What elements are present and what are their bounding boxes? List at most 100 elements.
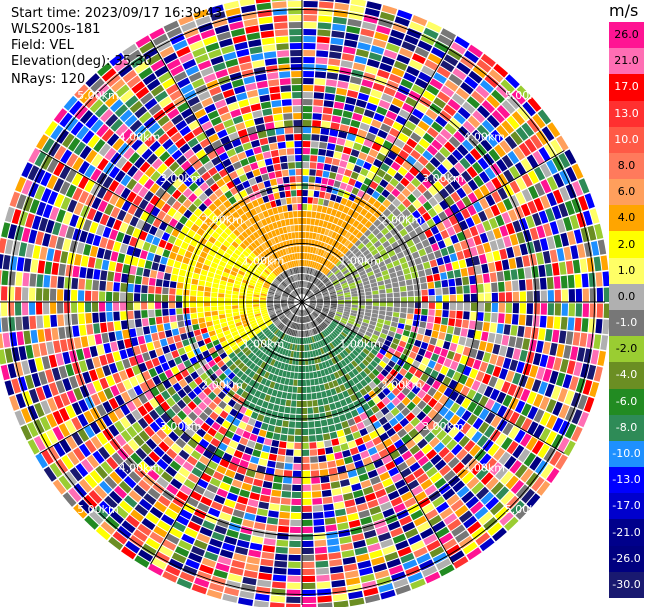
ppi-gate-cell xyxy=(149,140,161,152)
ppi-gate-cell xyxy=(218,297,225,302)
ppi-gate-cell xyxy=(258,572,272,581)
ppi-gate-cell xyxy=(396,251,405,259)
ppi-gate-cell xyxy=(344,103,355,112)
ppi-gate-cell xyxy=(515,177,527,191)
ppi-gate-cell xyxy=(388,36,403,47)
ppi-gate-cell xyxy=(186,34,202,45)
ppi-gate-cell xyxy=(537,109,552,125)
ppi-gate-cell xyxy=(443,237,453,247)
ppi-gate-cell xyxy=(564,149,577,165)
ppi-gate-cell xyxy=(290,246,295,253)
ppi-gate-cell xyxy=(309,232,313,239)
ppi-gate-cell xyxy=(162,316,170,324)
ppi-gate-cell xyxy=(490,129,504,143)
ppi-gate-cell xyxy=(420,34,436,46)
ppi-gate-cell xyxy=(96,344,105,356)
ppi-gate-cell xyxy=(414,126,426,137)
ppi-gate-cell xyxy=(377,223,386,232)
ppi-gate-cell xyxy=(505,281,512,292)
ppi-gate-cell xyxy=(191,278,199,285)
ppi-gate-cell xyxy=(259,137,269,146)
ppi-gate-cell xyxy=(319,284,325,290)
ppi-gate-cell xyxy=(238,55,251,65)
ppi-gate-cell xyxy=(310,463,319,470)
ppi-gate-cell xyxy=(338,131,348,139)
ppi-gate-cell xyxy=(323,259,329,266)
ppi-gate-cell xyxy=(205,177,215,187)
ppi-gate-cell xyxy=(338,275,345,281)
ppi-gate-cell xyxy=(238,597,254,606)
ppi-gate-cell xyxy=(293,218,298,225)
ppi-gate-cell xyxy=(239,62,253,71)
ppi-gate-cell xyxy=(344,570,359,579)
ppi-gate-cell xyxy=(30,259,39,273)
ppi-gate-cell xyxy=(191,102,203,113)
ppi-gate-cell xyxy=(190,284,198,291)
ppi-gate-cell xyxy=(100,270,108,281)
ppi-gate-cell xyxy=(304,289,308,295)
ppi-gate-cell xyxy=(375,232,384,240)
ppi-gate-cell xyxy=(463,285,470,294)
ppi-gate-cell xyxy=(313,254,318,262)
ppi-gate-cell xyxy=(92,280,100,291)
ppi-gate-cell xyxy=(284,183,291,191)
ppi-gate-cell xyxy=(435,115,448,128)
ppi-gate-cell xyxy=(245,82,257,92)
ppi-gate-cell xyxy=(290,512,301,519)
ppi-gate-cell xyxy=(287,286,292,292)
ppi-gate-cell xyxy=(414,296,422,302)
ppi-gate-cell xyxy=(160,256,168,265)
ppi-gate-cell xyxy=(39,342,48,356)
ppi-gate-cell xyxy=(211,287,218,293)
ppi-gate-cell xyxy=(158,71,172,84)
ppi-gate-cell xyxy=(332,16,347,25)
ppi-gate-cell xyxy=(428,185,438,196)
ppi-gate-cell xyxy=(479,232,489,244)
ppi-gate-cell xyxy=(409,166,420,177)
ppi-gate-cell xyxy=(346,90,359,99)
ppi-gate-cell xyxy=(22,287,29,301)
ppi-gate-cell xyxy=(221,45,235,55)
ppi-gate-cell xyxy=(323,296,330,299)
ppi-gate-cell xyxy=(379,11,395,22)
ppi-gate-cell xyxy=(322,243,328,250)
ppi-gate-cell xyxy=(512,291,520,302)
ppi-gate-cell xyxy=(312,399,318,407)
ppi-gate-cell xyxy=(367,256,375,263)
ppi-gate-cell xyxy=(0,302,8,317)
ppi-gate-cell xyxy=(288,547,301,554)
ppi-gate-cell xyxy=(328,136,337,144)
ppi-gate-cell xyxy=(402,144,414,154)
ppi-gate-cell xyxy=(411,53,426,65)
ppi-gate-cell xyxy=(413,284,421,291)
ppi-gate-cell xyxy=(272,107,283,115)
ppi-gate-cell xyxy=(359,270,366,276)
ppi-gate-cell xyxy=(134,284,141,293)
ppi-gate-cell xyxy=(430,225,440,235)
ppi-gate-cell xyxy=(32,245,41,259)
ppi-gate-cell xyxy=(422,212,432,222)
ppi-gate-cell xyxy=(8,271,16,286)
ppi-gate-cell xyxy=(277,258,283,265)
ppi-gate-cell xyxy=(134,310,141,319)
ppi-gate-cell xyxy=(211,306,218,311)
ppi-gate-cell xyxy=(303,78,314,85)
ppi-gate-cell xyxy=(283,280,289,286)
ppi-gate-cell xyxy=(194,267,202,274)
ppi-gate-cell xyxy=(316,567,330,575)
ppi-gate-cell xyxy=(232,177,242,186)
ppi-gate-cell xyxy=(468,70,483,84)
ppi-gate-cell xyxy=(329,431,338,439)
ppi-gate-cell xyxy=(360,226,368,234)
ppi-gate-cell xyxy=(121,320,128,330)
ppi-gate-cell xyxy=(332,586,347,595)
ppi-gate-cell xyxy=(195,15,211,26)
ppi-gate-cell xyxy=(385,245,393,253)
ppi-gate-cell xyxy=(354,276,361,282)
ppi-gate-cell xyxy=(329,44,343,53)
ppi-gate-cell xyxy=(177,77,191,89)
ppi-gate-cell xyxy=(196,302,204,307)
ppi-gate-cell xyxy=(324,93,335,101)
ppi-gate-cell xyxy=(456,286,463,294)
ppi-gate-cell xyxy=(334,233,341,241)
